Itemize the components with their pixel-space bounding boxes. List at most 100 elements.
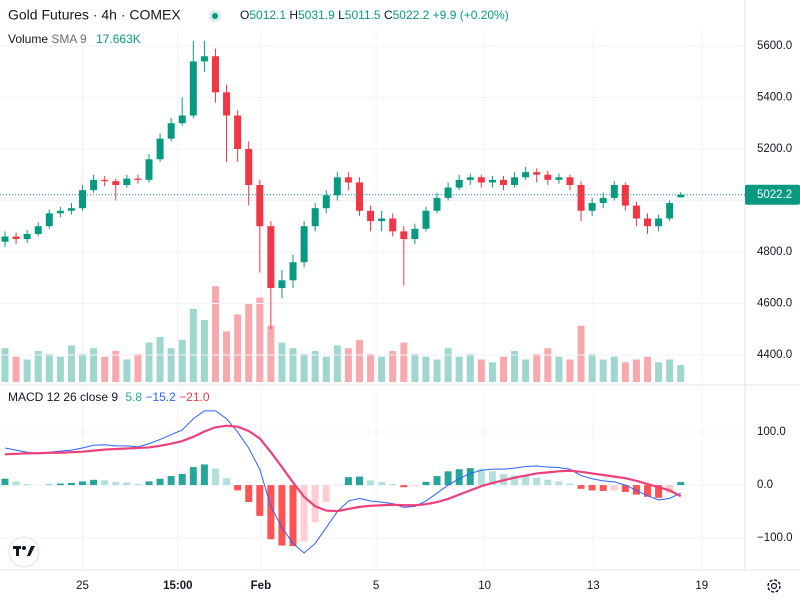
macd-histogram-bar — [234, 485, 242, 491]
candle-body — [300, 226, 308, 263]
candle-body — [167, 123, 175, 139]
macd-histogram-bar — [577, 485, 585, 489]
candle-body — [178, 115, 186, 124]
volume-bar — [610, 356, 618, 382]
candle-body — [189, 61, 197, 116]
volume-title: Volume — [8, 32, 48, 46]
volume-bar — [389, 351, 397, 382]
macd-histogram-bar — [433, 476, 441, 486]
volume-bar — [344, 348, 352, 382]
macd-histogram-bar — [599, 485, 607, 491]
macd-histogram-bar — [267, 485, 275, 540]
candle-body — [112, 181, 120, 186]
volume-bar — [411, 353, 419, 382]
volume-bar — [477, 359, 485, 382]
y-tick-label: 0.0 — [757, 479, 773, 491]
y-tick-label: 5400.0 — [757, 91, 792, 103]
ohlc-value: 5012.1 — [249, 8, 286, 22]
candle-body — [566, 177, 574, 186]
volume-bar — [300, 353, 308, 382]
x-tick-label: 15:00 — [163, 580, 192, 592]
candle-body — [433, 197, 441, 211]
volume-bar — [311, 351, 319, 382]
last-price-box — [745, 184, 800, 205]
volume-bar — [522, 359, 530, 382]
volume-bar — [245, 303, 253, 382]
volume-bar — [23, 359, 31, 382]
candle-body — [56, 210, 64, 214]
candle-body — [34, 226, 42, 234]
x-tick-label: 25 — [76, 580, 89, 592]
volume-bar — [167, 348, 175, 382]
y-tick-label: 4800.0 — [757, 246, 792, 258]
macd-histogram-bar — [200, 464, 208, 486]
volume-bar — [223, 331, 231, 382]
volume-bar — [34, 351, 42, 382]
volume-bar — [333, 345, 341, 382]
volume-bar — [189, 308, 197, 382]
volume-bar — [367, 353, 375, 382]
candle-body — [367, 210, 375, 222]
volume-bar — [455, 356, 463, 382]
volume-bar — [422, 356, 430, 382]
volume-bar — [355, 339, 363, 382]
macd-histogram-bar — [178, 473, 186, 486]
volume-bar — [278, 342, 286, 382]
macd-histogram-bar — [56, 483, 64, 486]
macd-histogram-bar — [533, 477, 541, 486]
volume-bar — [289, 348, 297, 382]
candle-body — [455, 179, 463, 188]
macd-histogram-bar — [344, 477, 352, 486]
x-tick-label: Feb — [251, 580, 271, 592]
x-tick-label: 10 — [478, 580, 491, 592]
candle-body — [444, 187, 452, 198]
candle-body — [477, 177, 485, 183]
volume-bar — [90, 348, 98, 382]
macd-histogram-bar — [555, 481, 563, 486]
ohlc-letter: C — [384, 8, 393, 22]
macd-histogram-bar — [621, 485, 629, 492]
candle-body — [632, 205, 640, 219]
volume-bar — [112, 351, 120, 382]
candle-body — [45, 213, 53, 227]
volume-bar — [666, 359, 674, 382]
x-tick-label: 13 — [587, 580, 600, 592]
candle-body — [666, 203, 674, 219]
macd-hist-value: 5.8 — [125, 390, 142, 404]
volume-bar — [45, 353, 53, 382]
candle-body — [1, 236, 9, 242]
macd-histogram-bar — [23, 484, 31, 486]
volume-subtitle: SMA 9 — [51, 32, 87, 46]
y-tick-label: −100.0 — [757, 532, 793, 544]
candle-body — [134, 178, 142, 180]
candle-body — [322, 195, 330, 209]
ohlc-letter: H — [289, 8, 298, 22]
logo[interactable] — [8, 536, 40, 568]
macd-histogram-bar — [278, 485, 286, 546]
macd-histogram-bar — [300, 485, 308, 542]
macd-histogram-bar — [488, 471, 496, 486]
volume-bar — [200, 320, 208, 382]
macd-histogram-bar — [101, 480, 109, 486]
candle-body — [466, 177, 474, 180]
macd-histogram-bar — [79, 481, 87, 486]
candle-body — [499, 179, 507, 186]
macd-histogram-bar — [477, 469, 485, 486]
candle-body — [422, 210, 430, 229]
candle-body — [101, 179, 109, 182]
candle-body — [621, 185, 629, 206]
candle-body — [234, 115, 242, 149]
macd-histogram-bar — [588, 485, 596, 491]
volume-bar — [123, 359, 131, 382]
candle-body — [411, 228, 419, 240]
x-tick-label: 5 — [373, 580, 379, 592]
macd-histogram-bar — [544, 479, 552, 486]
macd-histogram-bar — [411, 485, 419, 487]
macd-histogram-bar — [355, 476, 363, 486]
macd-histogram-bar — [466, 468, 474, 486]
candle-body — [588, 203, 596, 211]
macd-histogram-bar — [511, 475, 519, 486]
macd-histogram-bar — [1, 478, 9, 486]
volume-bar — [156, 336, 164, 382]
settings-button[interactable] — [767, 579, 781, 593]
